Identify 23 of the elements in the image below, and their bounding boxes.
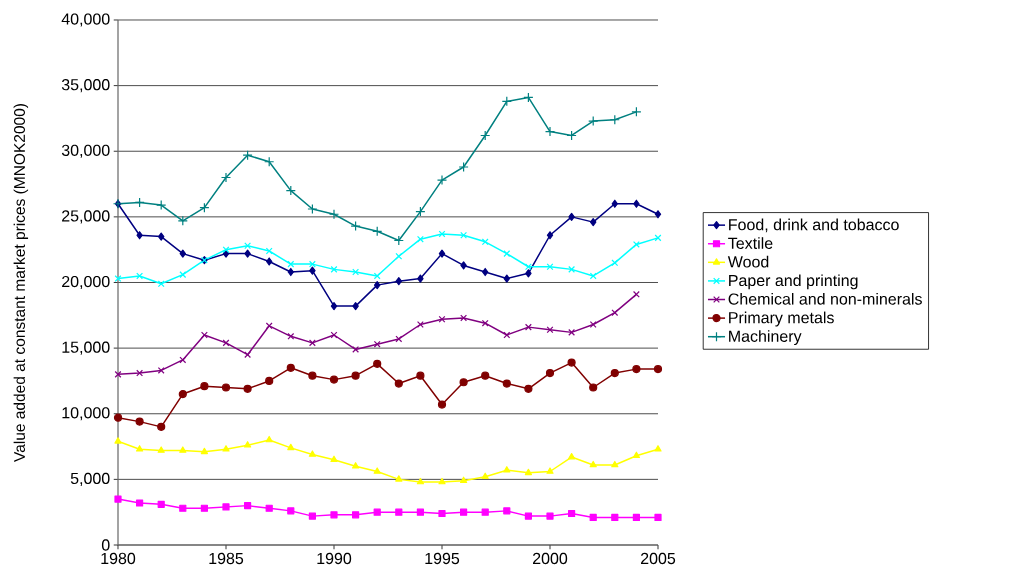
legend-label: Machinery — [729, 330, 802, 346]
x-tick-label: 1995 — [425, 552, 460, 565]
legend-label: Wood — [727, 255, 769, 268]
y-tick-label: 10,000 — [62, 407, 110, 421]
y-axis-title: Value added at constant market prices (MNOK2000) — [13, 104, 29, 462]
y-tick-label: 30,000 — [61, 144, 110, 158]
legend-label: Primary metals — [729, 311, 834, 327]
legend-label: Paper and printing — [729, 274, 858, 290]
x-tick-label: 2005 — [641, 552, 676, 565]
y-tick-label: 40,000 — [61, 13, 110, 27]
x-tick-label: 1985 — [209, 552, 244, 565]
x-tick-label: 2000 — [533, 552, 568, 565]
y-tick-label: 20,000 — [62, 275, 110, 290]
y-tick-label: 25,000 — [62, 210, 110, 224]
x-tick-label: 1980 — [101, 552, 136, 565]
y-tick-label: 35,000 — [61, 79, 110, 93]
y-tick-label: 15,000 — [62, 341, 110, 355]
y-tick-label: 5,000 — [70, 472, 110, 486]
legend-label: Food, drink and tobacco — [729, 218, 899, 233]
legend-label: Chemical and non-minerals — [728, 292, 922, 305]
y-tick-label: 0 — [101, 539, 110, 551]
legend-label: Textile — [728, 237, 773, 249]
x-tick-label: 1990 — [317, 552, 352, 565]
